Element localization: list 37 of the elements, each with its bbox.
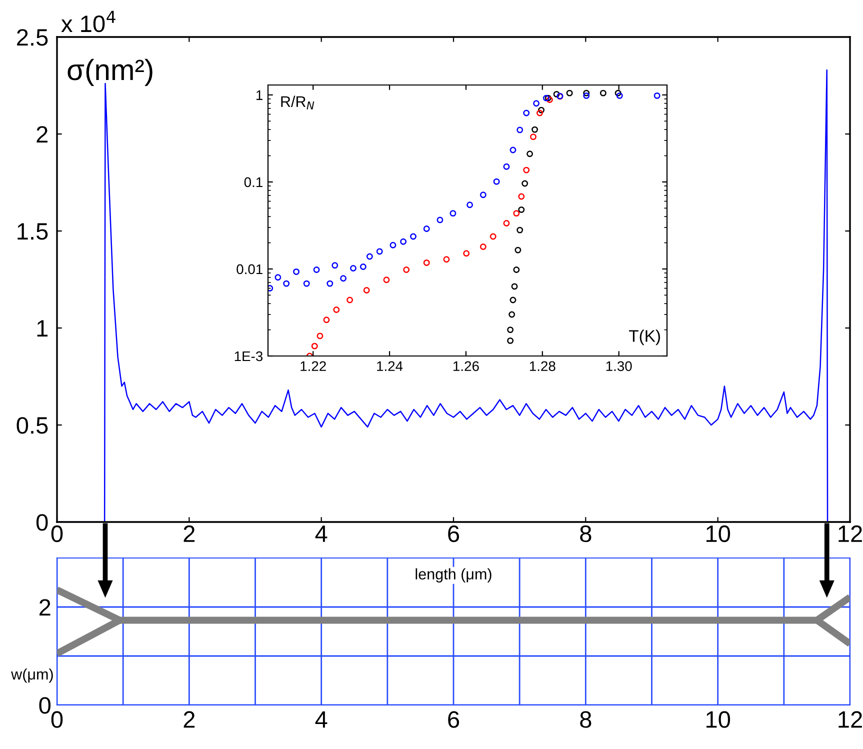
x-tick-label: 10 bbox=[706, 525, 730, 542]
y-tick-label: 1.5 bbox=[18, 223, 48, 240]
x-tick-label: 4 bbox=[315, 526, 328, 542]
x-tick-label: 10 bbox=[706, 711, 730, 728]
x-tick-label: 8 bbox=[580, 525, 592, 542]
x-tick-label: 0 bbox=[51, 711, 63, 728]
x-axis-title: T(K) bbox=[628, 330, 660, 346]
text: x 10$^{4}$ bbox=[61, 10, 116, 32]
y-tick-label: 2 bbox=[40, 599, 50, 616]
y-axis-title: σ(nm²) bbox=[68, 58, 152, 86]
y-tick-label: 0.1 bbox=[244, 177, 262, 188]
y-axis-title: w(μm) bbox=[11, 668, 53, 683]
y-tick-label: 0 bbox=[39, 697, 51, 714]
x-tick-label: 6 bbox=[448, 711, 460, 728]
y-tick-label: 1E-3 bbox=[234, 351, 263, 362]
x-tick-label: 12 bbox=[838, 525, 862, 542]
y-tick-label: 1 bbox=[37, 320, 48, 337]
x-tick-label: 1.30 bbox=[606, 361, 632, 372]
x-tick-label: 0 bbox=[51, 525, 63, 542]
x-tick-label: 6 bbox=[448, 525, 460, 542]
x-tick-label: 4 bbox=[315, 711, 328, 728]
y-axis-title: R/R$_{N}$ bbox=[281, 96, 314, 110]
x-tick-label: 1.24 bbox=[377, 361, 403, 371]
x-tick-label: 2 bbox=[184, 525, 195, 542]
y-tick-label: 2.5 bbox=[17, 29, 48, 46]
x-tick-label: 12 bbox=[838, 711, 862, 728]
x-tick-label: 1.22 bbox=[300, 361, 326, 371]
x-axis-title: length (μm) bbox=[416, 568, 492, 583]
x-tick-label: 1.28 bbox=[530, 361, 556, 372]
x-tick-label: 2 bbox=[184, 711, 195, 728]
y-tick-label: 2 bbox=[36, 126, 48, 143]
y-tick-label: 0.5 bbox=[16, 417, 48, 434]
y-tick-label: 1 bbox=[256, 90, 262, 100]
x-tick-label: 8 bbox=[580, 711, 592, 728]
y-tick-label: 0 bbox=[36, 514, 48, 531]
x-tick-label: 1.26 bbox=[454, 361, 479, 372]
y-tick-label: 0.01 bbox=[236, 264, 262, 274]
